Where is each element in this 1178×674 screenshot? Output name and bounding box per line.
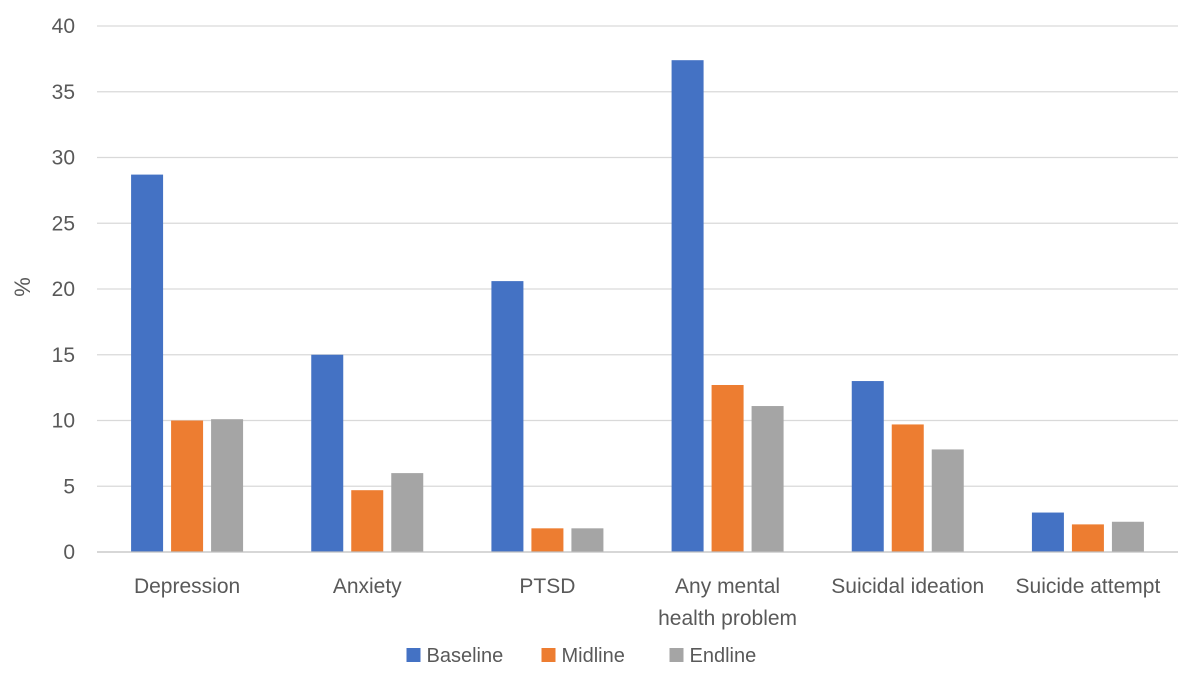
bar-baseline-anxiety xyxy=(311,354,344,552)
bars xyxy=(131,60,1144,552)
y-tick-label: 15 xyxy=(52,344,75,367)
y-axis-title: % xyxy=(10,277,35,297)
legend-item-baseline: Baseline xyxy=(406,645,504,667)
y-tick-label: 40 xyxy=(52,15,75,38)
bar-endline-suicidal-ideation xyxy=(931,449,964,552)
x-category-label: Anxiety xyxy=(333,575,402,598)
bar-midline-ptsd xyxy=(531,528,564,552)
bar-endline-ptsd xyxy=(571,528,604,552)
legend-swatch xyxy=(541,648,556,662)
bar-midline-depression xyxy=(171,420,204,552)
x-category-label: Suicide attempt xyxy=(1016,575,1161,598)
x-category-label: Depression xyxy=(134,575,240,598)
legend-item-midline: Midline xyxy=(541,645,625,667)
legend-swatch xyxy=(406,648,421,662)
bar-baseline-depression xyxy=(131,174,164,552)
y-tick-label: 35 xyxy=(52,81,75,104)
bar-endline-depression xyxy=(211,419,244,552)
bar-baseline-ptsd xyxy=(491,281,524,552)
y-tick-label: 25 xyxy=(52,212,75,235)
legend-label: Baseline xyxy=(427,645,504,667)
x-category-label: PTSD xyxy=(519,575,575,598)
x-axis-category-labels: Depression Anxiety PTSD Any mental health pr… xyxy=(134,575,1160,630)
legend-label: Midline xyxy=(562,645,625,667)
bar-midline-any-mental-health-problem xyxy=(711,384,744,552)
legend-label: Endline xyxy=(690,645,757,667)
y-tick-label: 20 xyxy=(52,278,75,301)
bar-baseline-suicidal-ideation xyxy=(851,381,884,552)
gridlines xyxy=(97,25,1178,487)
x-category-label: Suicidal ideation xyxy=(831,575,984,598)
y-axis-tick-labels: 0 5 10 15 20 25 30 35 40 xyxy=(52,15,75,564)
bar-midline-suicidal-ideation xyxy=(891,424,924,552)
y-tick-label: 0 xyxy=(63,541,75,564)
legend-item-endline: Endline xyxy=(669,645,757,667)
legend: Baseline Midline Endline xyxy=(406,645,757,667)
bar-endline-any-mental-health-problem xyxy=(751,406,784,552)
y-tick-label: 10 xyxy=(52,410,75,433)
bar-baseline-suicide-attempt xyxy=(1031,512,1064,552)
bar-endline-suicide-attempt xyxy=(1111,521,1144,552)
legend-swatch xyxy=(669,648,684,662)
y-tick-label: 30 xyxy=(52,147,75,170)
bar-baseline-any-mental-health-problem xyxy=(671,60,704,552)
bar-midline-suicide-attempt xyxy=(1071,524,1104,552)
bar-midline-anxiety xyxy=(351,490,384,552)
y-tick-label: 5 xyxy=(63,475,75,498)
x-category-label: Any mental health problem xyxy=(658,575,797,630)
bar-endline-anxiety xyxy=(391,473,424,552)
